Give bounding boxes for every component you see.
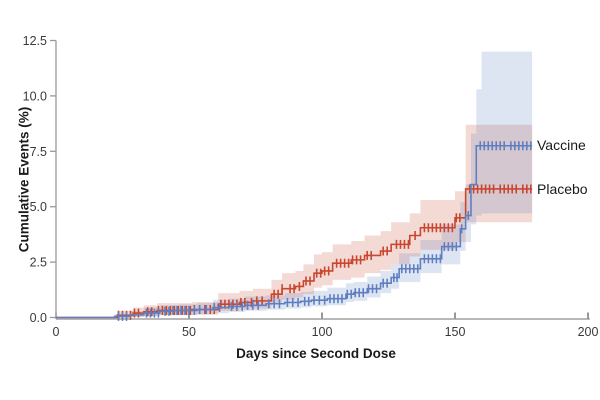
y-tick-label: 0.0	[30, 311, 47, 325]
vaccine-confidence-band	[114, 51, 533, 318]
x-tick-label: 50	[182, 325, 196, 339]
x-tick-label: 0	[53, 325, 60, 339]
x-tick-label: 150	[445, 325, 466, 339]
x-tick-label: 100	[312, 325, 333, 339]
y-tick-label: 7.5	[30, 145, 47, 159]
x-axis-title: Days since Second Dose	[236, 346, 396, 361]
y-tick-label: 2.5	[30, 256, 47, 270]
placebo-confidence-band	[117, 124, 533, 318]
legend-label-vaccine: Vaccine	[537, 137, 586, 153]
y-axis-title: Cumulative Events (%)	[16, 106, 32, 253]
y-tick-label: 5.0	[30, 200, 47, 214]
placebo-curve	[56, 188, 533, 319]
y-tick-label: 12.5	[23, 34, 47, 48]
legend-label-placebo: Placebo	[537, 181, 588, 197]
x-tick-label: 200	[578, 325, 599, 339]
y-tick-label: 10.0	[23, 89, 47, 103]
